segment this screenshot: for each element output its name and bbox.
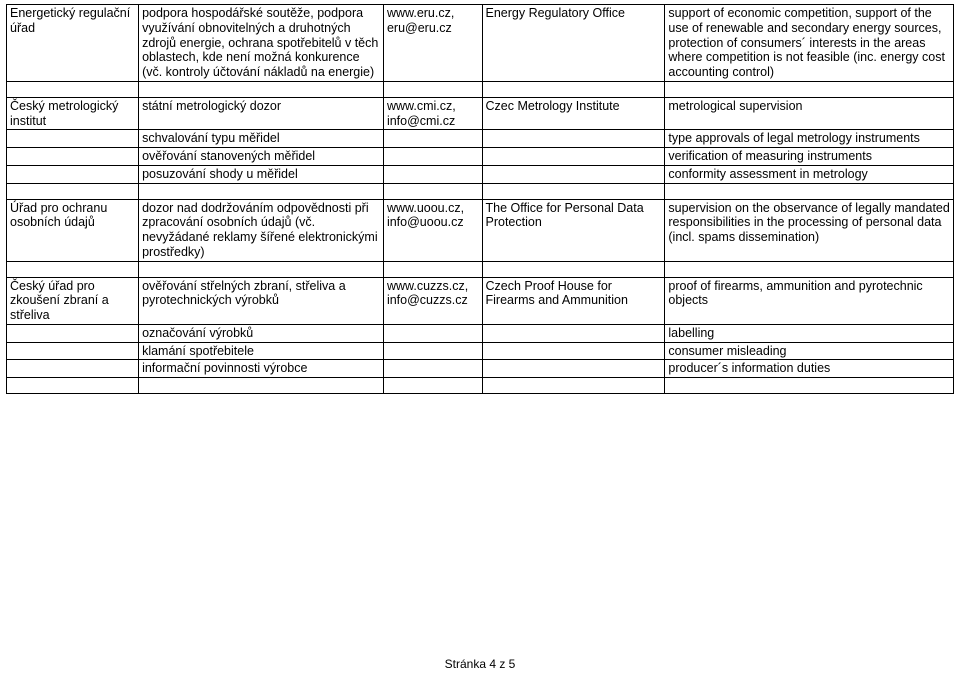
table-row: schvalování typu měřidel type approvals o… xyxy=(7,130,954,148)
table-cell xyxy=(482,324,665,342)
table-cell xyxy=(383,165,482,183)
table-cell: Energy Regulatory Office xyxy=(482,5,665,82)
table-cell: metrological supervision xyxy=(665,97,954,130)
table-cell: supervision on the observance of legally… xyxy=(665,199,954,261)
table-cell: Český metrologický institut xyxy=(7,97,139,130)
table-cell xyxy=(7,342,139,360)
table-cell: označování výrobků xyxy=(139,324,384,342)
table-cell: Český úřad pro zkoušení zbraní a střeliv… xyxy=(7,277,139,324)
table-cell xyxy=(7,165,139,183)
table-cell: www.cmi.cz, info@cmi.cz xyxy=(383,97,482,130)
table-row: Úřad pro ochranu osobních údajůdozor nad… xyxy=(7,199,954,261)
table-cell: informační povinnosti výrobce xyxy=(139,360,384,378)
table-cell: podpora hospodářské soutěže, podpora vyu… xyxy=(139,5,384,82)
document-page: Energetický regulační úřadpodpora hospod… xyxy=(0,0,960,681)
table-row: Český úřad pro zkoušení zbraní a střeliv… xyxy=(7,277,954,324)
table-cell xyxy=(383,81,482,97)
table-cell: Energetický regulační úřad xyxy=(7,5,139,82)
table-cell: producer´s information duties xyxy=(665,360,954,378)
table-cell xyxy=(7,183,139,199)
table-cell: support of economic competition, support… xyxy=(665,5,954,82)
table-cell: www.uoou.cz, info@uoou.cz xyxy=(383,199,482,261)
table-cell xyxy=(7,261,139,277)
table-cell: verification of measuring instruments xyxy=(665,148,954,166)
table-cell: conformity assessment in metrology xyxy=(665,165,954,183)
table-cell xyxy=(7,378,139,394)
table-cell xyxy=(383,360,482,378)
table-cell: consumer misleading xyxy=(665,342,954,360)
table-cell xyxy=(482,81,665,97)
table-cell xyxy=(139,183,384,199)
table-cell xyxy=(7,360,139,378)
table-row xyxy=(7,261,954,277)
table-cell xyxy=(383,183,482,199)
table-cell xyxy=(665,183,954,199)
table-cell: státní metrologický dozor xyxy=(139,97,384,130)
table-cell xyxy=(665,81,954,97)
table-cell xyxy=(482,130,665,148)
table-cell: dozor nad dodržováním odpovědnosti při z… xyxy=(139,199,384,261)
table-row xyxy=(7,81,954,97)
table-row xyxy=(7,378,954,394)
table-row: ověřování stanovených měřidel verificatio… xyxy=(7,148,954,166)
table-row: klamání spotřebitele consumer misleading xyxy=(7,342,954,360)
table-cell: www.cuzzs.cz, info@cuzzs.cz xyxy=(383,277,482,324)
table-cell xyxy=(383,342,482,360)
table-cell xyxy=(482,183,665,199)
table-cell xyxy=(7,324,139,342)
table-cell xyxy=(7,81,139,97)
table-cell xyxy=(482,165,665,183)
table-cell xyxy=(482,360,665,378)
table-cell xyxy=(383,378,482,394)
table-cell: schvalování typu měřidel xyxy=(139,130,384,148)
table-row: Energetický regulační úřadpodpora hospod… xyxy=(7,5,954,82)
table-cell: type approvals of legal metrology instru… xyxy=(665,130,954,148)
table-cell xyxy=(482,148,665,166)
table-cell xyxy=(383,148,482,166)
table-cell xyxy=(383,324,482,342)
table-cell xyxy=(139,261,384,277)
table-cell: www.eru.cz, eru@eru.cz xyxy=(383,5,482,82)
table-row: informační povinnosti výrobce producer´s … xyxy=(7,360,954,378)
table-cell: klamání spotřebitele xyxy=(139,342,384,360)
page-footer: Stránka 4 z 5 xyxy=(0,657,960,671)
table-cell: ověřování stanovených měřidel xyxy=(139,148,384,166)
table-row: Český metrologický institutstátní metrol… xyxy=(7,97,954,130)
table-cell xyxy=(139,81,384,97)
table-cell: labelling xyxy=(665,324,954,342)
table-cell xyxy=(665,261,954,277)
table-cell xyxy=(139,378,384,394)
table-cell xyxy=(7,148,139,166)
table-cell: posuzování shody u měřidel xyxy=(139,165,384,183)
table-cell xyxy=(383,261,482,277)
table-cell: proof of firearms, ammunition and pyrote… xyxy=(665,277,954,324)
table-cell: Czec Metrology Institute xyxy=(482,97,665,130)
table-row: posuzování shody u měřidel conformity ass… xyxy=(7,165,954,183)
table-cell: Czech Proof House for Firearms and Ammun… xyxy=(482,277,665,324)
table-cell: Úřad pro ochranu osobních údajů xyxy=(7,199,139,261)
table-cell xyxy=(482,261,665,277)
data-table: Energetický regulační úřadpodpora hospod… xyxy=(6,4,954,394)
table-cell: ověřování střelných zbraní, střeliva a p… xyxy=(139,277,384,324)
table-row xyxy=(7,183,954,199)
table-cell xyxy=(7,130,139,148)
table-cell xyxy=(665,378,954,394)
table-cell xyxy=(482,378,665,394)
table-row: označování výrobků labelling xyxy=(7,324,954,342)
table-cell xyxy=(482,342,665,360)
table-cell: The Office for Personal Data Protection xyxy=(482,199,665,261)
table-cell xyxy=(383,130,482,148)
